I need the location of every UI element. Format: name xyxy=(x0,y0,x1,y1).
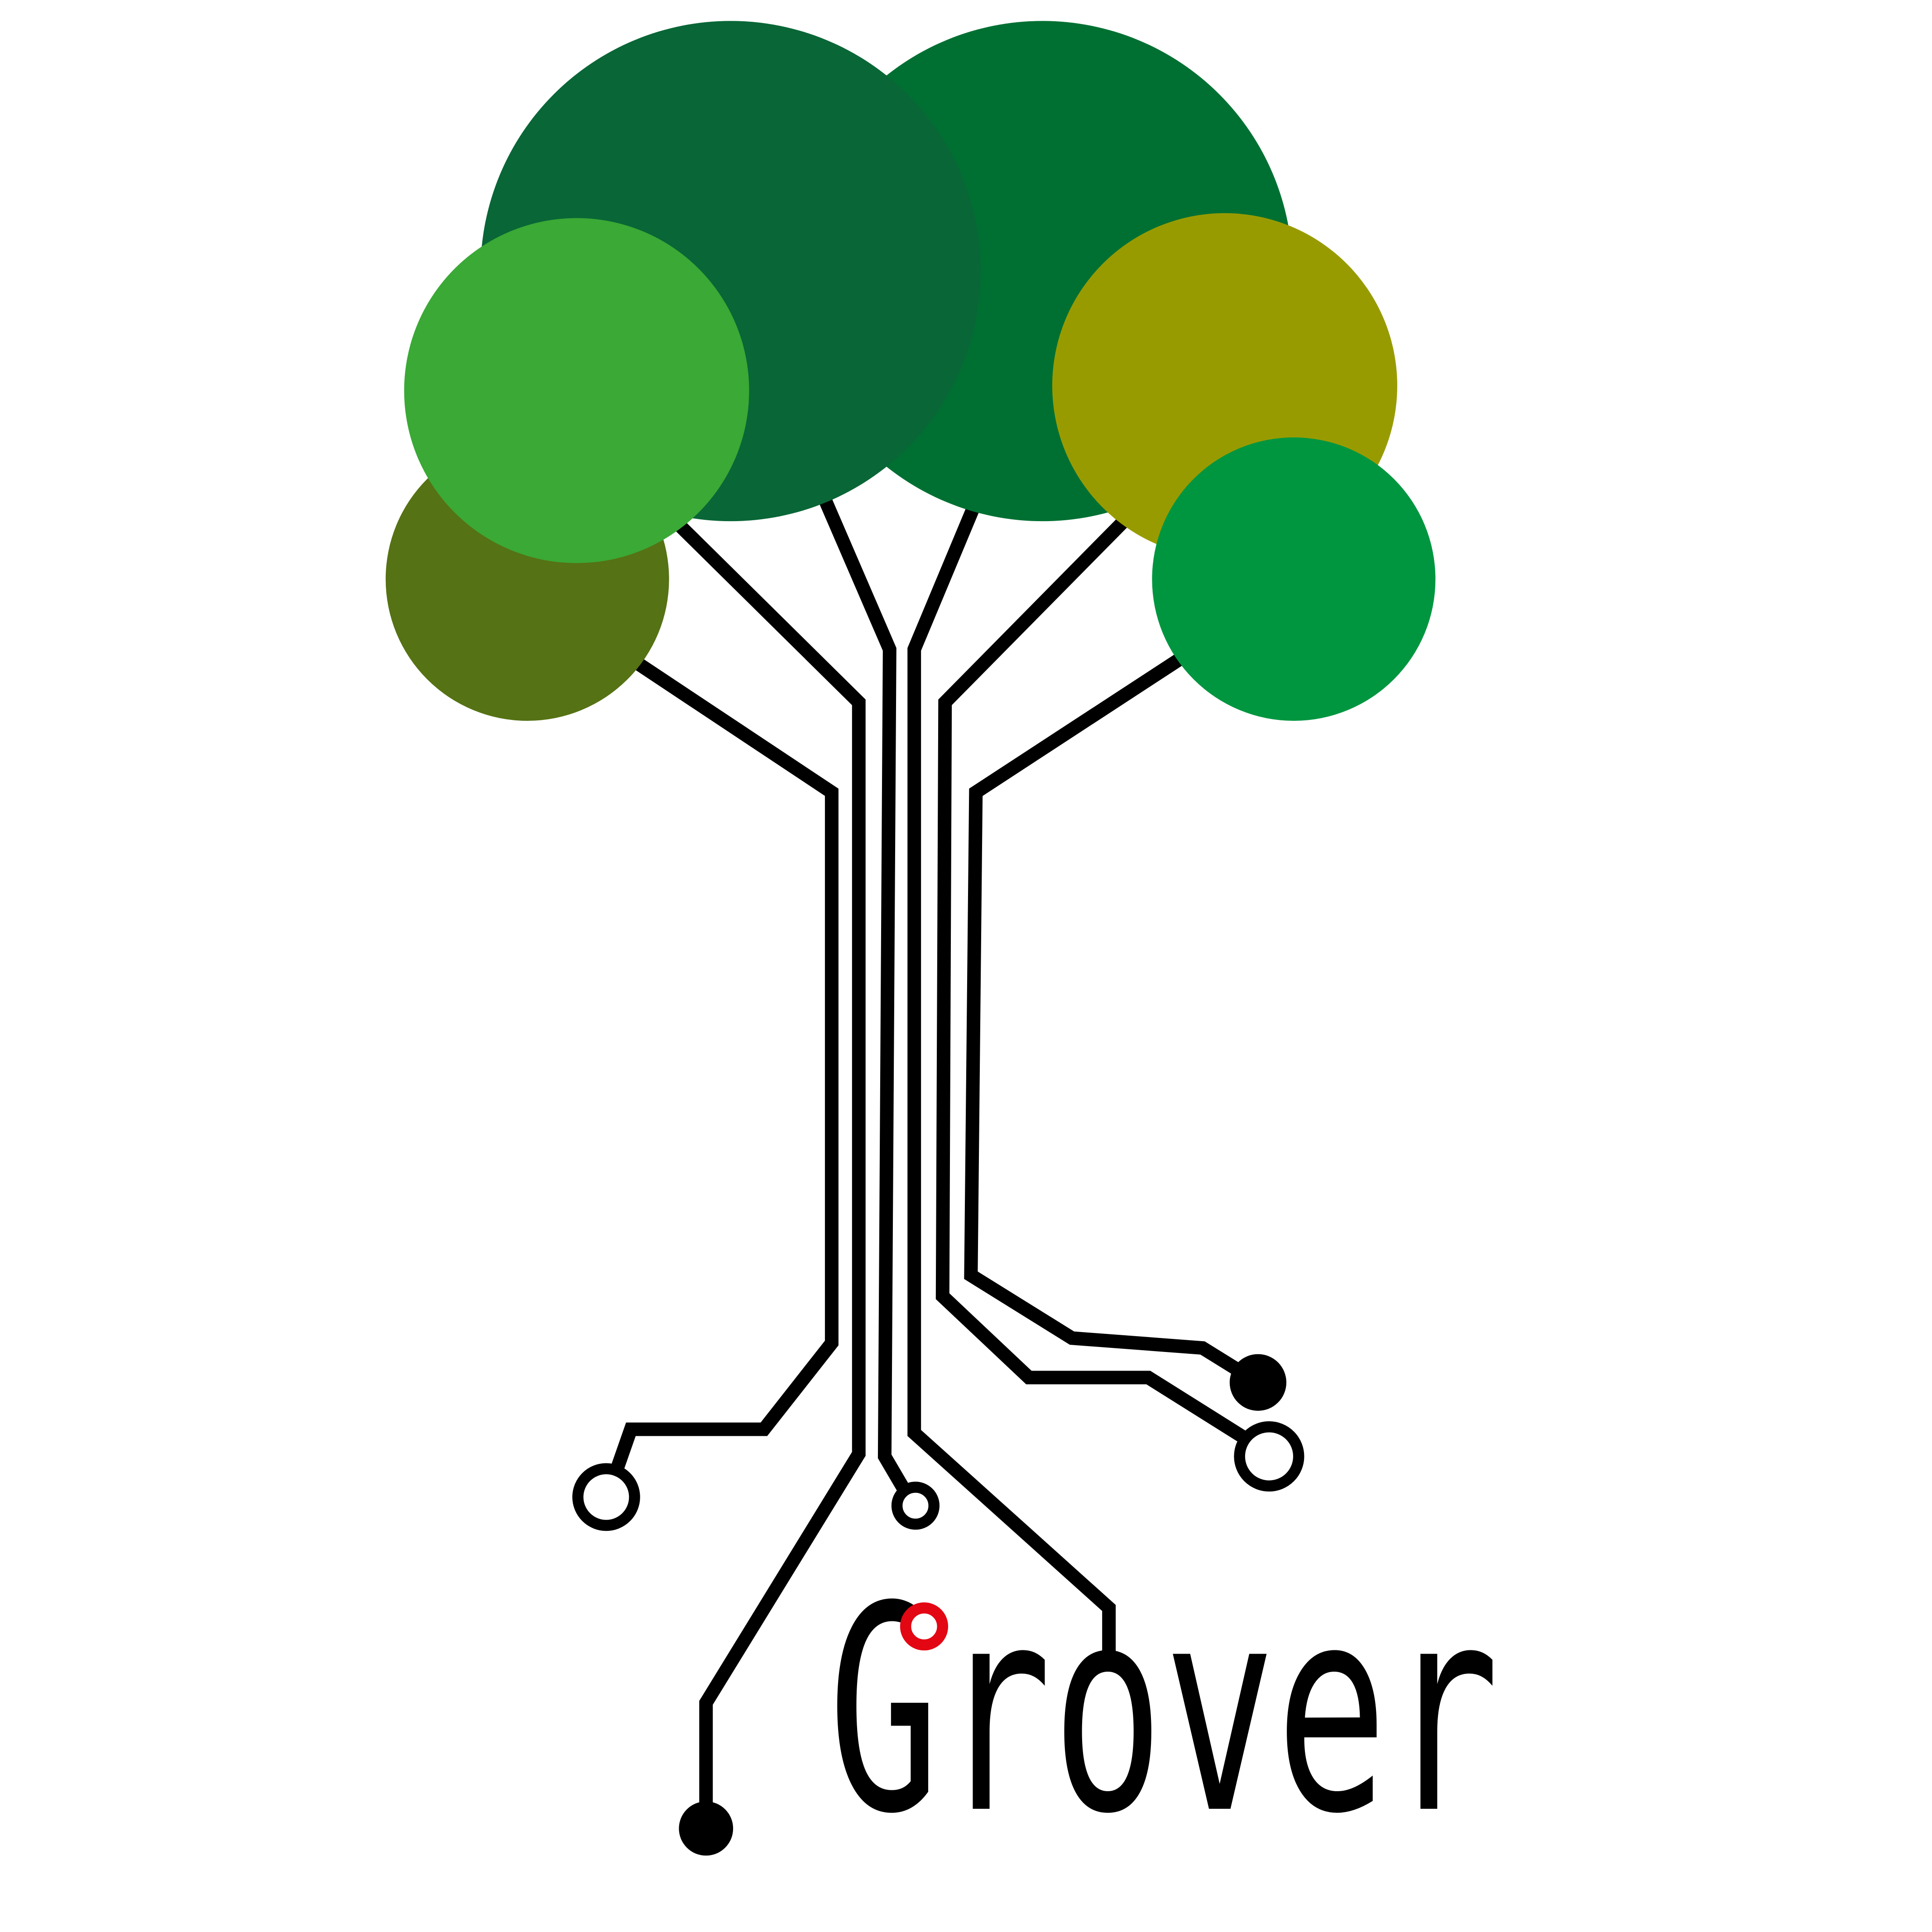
connector-ring xyxy=(891,1481,940,1530)
connector-dot xyxy=(679,1801,733,1856)
connector-dot xyxy=(1229,1354,1287,1411)
connector-ring xyxy=(572,1463,640,1531)
wire xyxy=(964,647,1242,1376)
wire xyxy=(660,506,866,1812)
leaf-circle xyxy=(1152,437,1436,721)
brand-name: Grover xyxy=(828,1546,1500,1876)
wire xyxy=(935,513,1248,1444)
circuit-trunk xyxy=(572,484,1304,1856)
wire xyxy=(813,484,912,1496)
leaf-circle xyxy=(404,218,749,563)
tree-crown xyxy=(385,21,1436,721)
accent-ring xyxy=(900,1602,949,1651)
connector-ring xyxy=(1234,1421,1304,1492)
wire xyxy=(607,647,839,1481)
wire xyxy=(907,496,1116,1658)
